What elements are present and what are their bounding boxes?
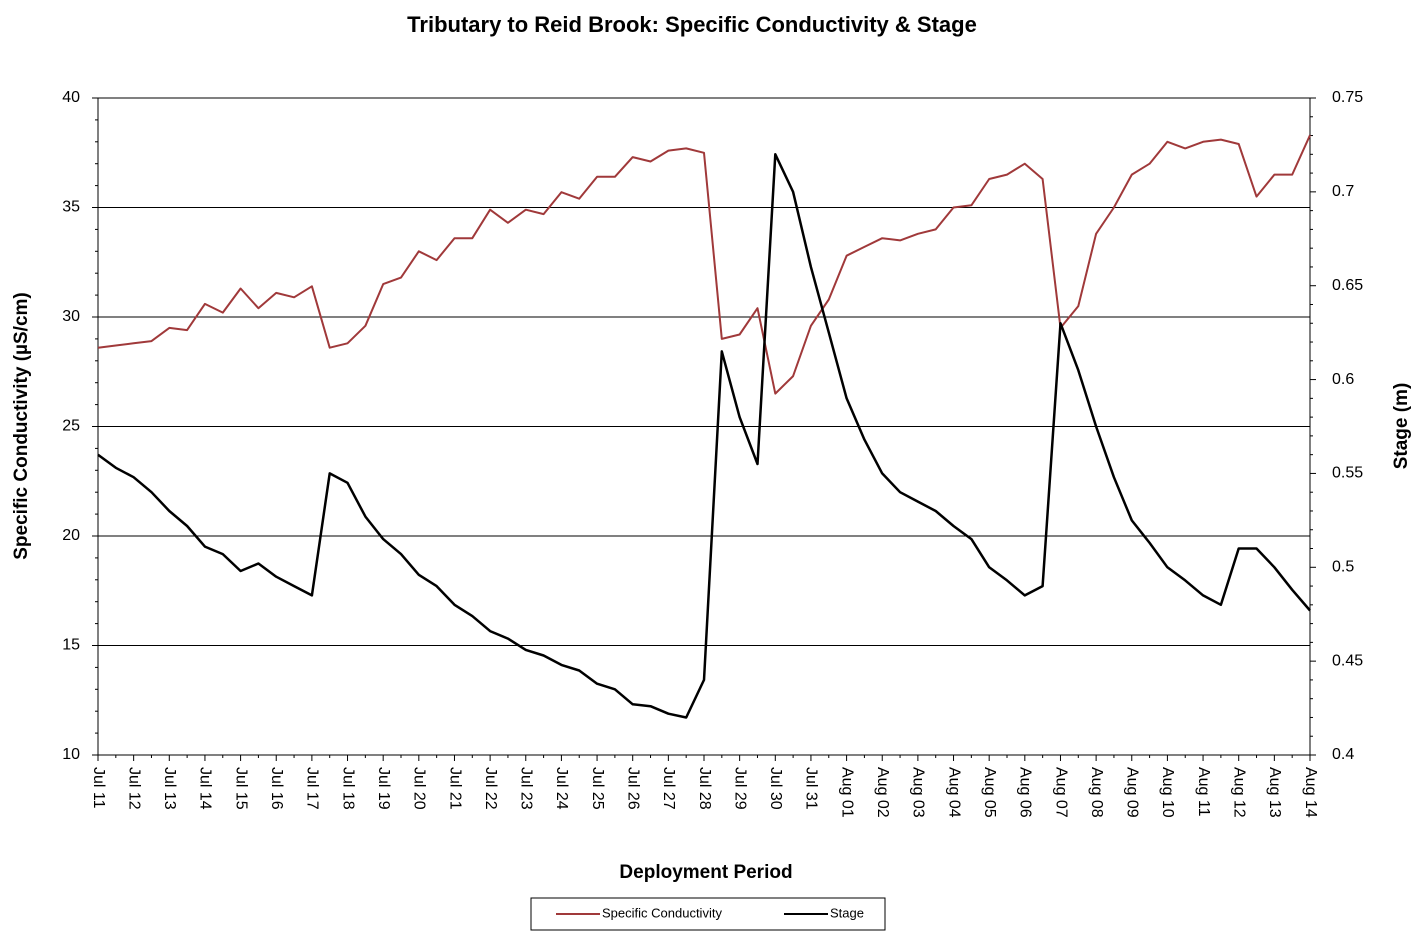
- x-tick-label: Aug 01: [838, 767, 855, 818]
- x-tick-label: Aug 10: [1159, 767, 1176, 818]
- x-tick-label: Aug 08: [1088, 767, 1105, 818]
- y2-tick-label: 0.5: [1332, 559, 1354, 576]
- x-tick-label: Jul 31: [803, 767, 820, 810]
- series-line: [97, 134, 1311, 395]
- y2-tick-label: 0.55: [1332, 465, 1363, 482]
- x-tick-label: Aug 03: [910, 767, 927, 818]
- y2-axis-title: Stage (m): [1391, 383, 1412, 470]
- x-tick-label: Jul 27: [660, 767, 677, 810]
- x-tick-label: Jul 30: [767, 767, 784, 810]
- x-tick-label: Jul 14: [197, 767, 214, 810]
- y-tick-label: 35: [62, 199, 80, 216]
- x-tick-label: Aug 06: [1017, 767, 1034, 818]
- x-tick-label: Jul 29: [731, 767, 748, 810]
- x-tick-label: Jul 17: [304, 767, 321, 810]
- y2-tick-label: 0.75: [1332, 89, 1363, 106]
- x-tick-label: Aug 04: [945, 767, 962, 818]
- x-tick-label: Aug 13: [1266, 767, 1283, 818]
- x-tick-label: Jul 13: [161, 767, 178, 810]
- x-tick-label: Aug 14: [1302, 767, 1319, 818]
- y-tick-label: 30: [62, 308, 80, 325]
- x-tick-label: Jul 23: [518, 767, 535, 810]
- x-tick-label: Aug 02: [874, 767, 891, 818]
- x-tick-label: Jul 25: [589, 767, 606, 810]
- legend-label: Specific Conductivity: [602, 905, 722, 920]
- y2-tick-label: 0.45: [1332, 652, 1363, 669]
- y-axis-title: Specific Conductivity (µS/cm): [11, 292, 32, 560]
- y-tick-label: 25: [62, 418, 80, 435]
- chart-title: Tributary to Reid Brook: Specific Conduc…: [407, 12, 977, 37]
- legend-label: Stage: [830, 905, 864, 920]
- x-tick-label: Aug 12: [1230, 767, 1247, 818]
- x-tick-label: Jul 12: [125, 767, 142, 810]
- y2-tick-label: 0.6: [1332, 371, 1354, 388]
- x-tick-label: Jul 28: [696, 767, 713, 810]
- x-tick-label: Jul 24: [553, 767, 570, 810]
- x-tick-label: Aug 09: [1124, 767, 1141, 818]
- y2-tick-label: 0.65: [1332, 277, 1363, 294]
- y-tick-label: 15: [62, 637, 80, 654]
- series-line: [97, 153, 1311, 719]
- x-tick-label: Jul 22: [482, 767, 499, 810]
- y-tick-label: 20: [62, 527, 80, 544]
- y2-tick-label: 0.7: [1332, 183, 1354, 200]
- x-tick-label: Aug 07: [1052, 767, 1069, 818]
- x-tick-label: Jul 21: [446, 767, 463, 810]
- x-tick-label: Aug 11: [1195, 767, 1212, 817]
- x-tick-label: Jul 19: [375, 767, 392, 810]
- x-axis-title: Deployment Period: [619, 862, 792, 883]
- x-tick-label: Jul 11: [90, 767, 107, 809]
- x-tick-label: Jul 26: [624, 767, 641, 810]
- y-tick-label: 10: [62, 746, 80, 763]
- x-tick-label: Jul 18: [339, 767, 356, 810]
- y2-tick-label: 0.4: [1332, 746, 1354, 763]
- y-tick-label: 40: [62, 89, 80, 106]
- x-tick-label: Jul 15: [232, 767, 249, 810]
- x-tick-label: Aug 05: [981, 767, 998, 818]
- x-tick-label: Jul 20: [411, 767, 428, 810]
- x-tick-label: Jul 16: [268, 767, 285, 810]
